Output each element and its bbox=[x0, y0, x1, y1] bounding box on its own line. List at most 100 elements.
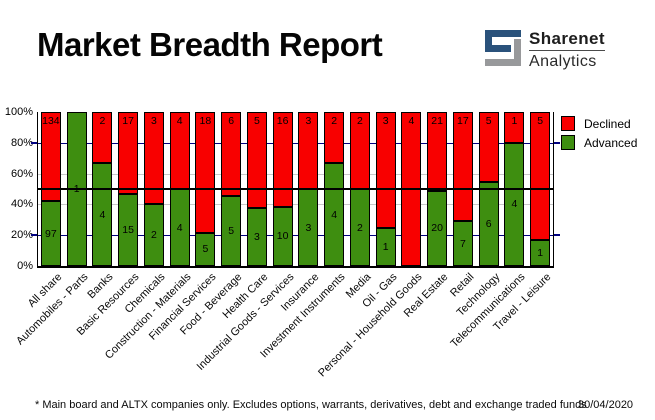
bar-declined-count: 16 bbox=[276, 115, 289, 127]
bar: 18 5 bbox=[195, 112, 216, 266]
bar-advanced-segment: 6 bbox=[478, 182, 499, 266]
bar-declined-count: 3 bbox=[382, 115, 389, 127]
bar-advanced-segment: 4 bbox=[324, 163, 345, 266]
bar-group: 17 7 bbox=[450, 112, 476, 266]
y-axis-label: 20% bbox=[10, 229, 33, 242]
bar-declined-count: 134 bbox=[42, 115, 60, 127]
bar: 134 97 bbox=[40, 112, 61, 266]
bar-advanced-count: 3 bbox=[253, 231, 260, 244]
bar-advanced-segment: 5 bbox=[195, 232, 216, 266]
y-axis-label: 0% bbox=[17, 260, 33, 272]
bar-declined-segment: 18 bbox=[195, 112, 216, 233]
logo-divider bbox=[529, 50, 605, 51]
report-date: 30/04/2020 bbox=[578, 399, 634, 411]
bar-declined-count: 4 bbox=[408, 115, 415, 127]
bar-declined-count: 3 bbox=[150, 115, 157, 127]
bar-declined-count: 1 bbox=[511, 115, 518, 127]
sharenet-logo: Sharenet Analytics bbox=[483, 28, 605, 71]
footnote: * Main board and ALTX companies only. Ex… bbox=[35, 399, 587, 411]
bar-declined-segment: 17 bbox=[452, 112, 473, 222]
bar-declined-segment: 16 bbox=[272, 112, 293, 207]
bar: 21 20 bbox=[427, 112, 448, 266]
bar-advanced-segment: 5 bbox=[221, 196, 242, 266]
bar-advanced-count: 2 bbox=[150, 229, 157, 242]
bar-advanced-count: 6 bbox=[485, 218, 492, 230]
legend-item-declined: Declined bbox=[561, 116, 637, 131]
bar-group: 18 5 bbox=[193, 112, 219, 266]
bar-declined-segment: 5 bbox=[246, 112, 267, 209]
y-axis-labels: 100% 80% 60% 40% 20% 0% bbox=[0, 107, 33, 272]
sharenet-logo-icon bbox=[485, 30, 521, 66]
bar-advanced-count: 7 bbox=[459, 237, 466, 250]
axis-tick bbox=[554, 234, 560, 237]
bar-declined-count: 5 bbox=[253, 115, 260, 127]
bar-advanced-segment: 10 bbox=[272, 206, 293, 266]
bar-declined-count: 17 bbox=[457, 115, 469, 127]
axis-tick bbox=[31, 141, 37, 144]
bar-declined-segment: 21 bbox=[427, 112, 448, 191]
bar-declined-segment: 3 bbox=[298, 112, 319, 189]
bar-declined-segment: 2 bbox=[92, 112, 113, 164]
bar-declined-count: 18 bbox=[199, 115, 212, 127]
bar-advanced-count: 4 bbox=[176, 221, 183, 234]
bar-advanced-count: 4 bbox=[331, 208, 338, 221]
bar-advanced-count: 1 bbox=[537, 247, 544, 260]
bar-declined-segment: 1 bbox=[504, 112, 525, 143]
axis-tick bbox=[31, 234, 37, 237]
advanced-swatch bbox=[561, 135, 575, 150]
bar-advanced-count: 2 bbox=[356, 221, 363, 234]
bar-declined-segment: 17 bbox=[118, 112, 139, 194]
bar-declined-count: 17 bbox=[122, 115, 134, 127]
bar: 16 10 bbox=[272, 112, 293, 266]
axis-tick bbox=[554, 141, 560, 144]
bar-advanced-segment: 20 bbox=[427, 190, 448, 266]
bar-advanced-count: 97 bbox=[45, 227, 57, 240]
bar-advanced-segment: 2 bbox=[349, 189, 370, 266]
bar-advanced-count: 5 bbox=[228, 225, 235, 237]
y-axis-label: 100% bbox=[4, 106, 33, 118]
bar-declined-count: 21 bbox=[431, 115, 443, 127]
bar-declined-segment: 6 bbox=[221, 112, 242, 196]
bar-declined-count: 5 bbox=[537, 115, 544, 127]
y-axis-label: 40% bbox=[10, 198, 33, 211]
gridline bbox=[38, 235, 553, 237]
bar-advanced-count: 4 bbox=[99, 208, 106, 221]
bar: 17 7 bbox=[452, 112, 473, 266]
bar-declined-segment: 3 bbox=[143, 112, 164, 205]
bar-declined-segment: 5 bbox=[478, 112, 499, 182]
bar-advanced-segment: 97 bbox=[40, 201, 61, 266]
bar-advanced-count: 5 bbox=[202, 243, 209, 256]
bar-advanced-segment: 7 bbox=[452, 221, 473, 266]
y-axis-label: 60% bbox=[10, 167, 33, 180]
bar-group: 21 20 bbox=[424, 112, 450, 266]
bar-advanced-count: 4 bbox=[511, 198, 518, 211]
legend-label-declined: Declined bbox=[584, 116, 631, 131]
declined-swatch bbox=[561, 116, 575, 131]
logo-line2: Analytics bbox=[529, 53, 597, 70]
bar-advanced-segment: 1 bbox=[375, 227, 396, 266]
bar-declined-segment: 5 bbox=[530, 112, 551, 241]
bar-group: 17 15 bbox=[115, 112, 141, 266]
bar-advanced-segment: 4 bbox=[169, 189, 190, 266]
gridline bbox=[38, 142, 553, 144]
bar-declined-segment: 3 bbox=[375, 112, 396, 228]
bar-declined-segment: 134 bbox=[40, 112, 61, 202]
fifty-percent-line bbox=[38, 188, 553, 190]
bar-declined-segment: 2 bbox=[324, 112, 345, 164]
bar-advanced-segment: 4 bbox=[504, 142, 525, 266]
